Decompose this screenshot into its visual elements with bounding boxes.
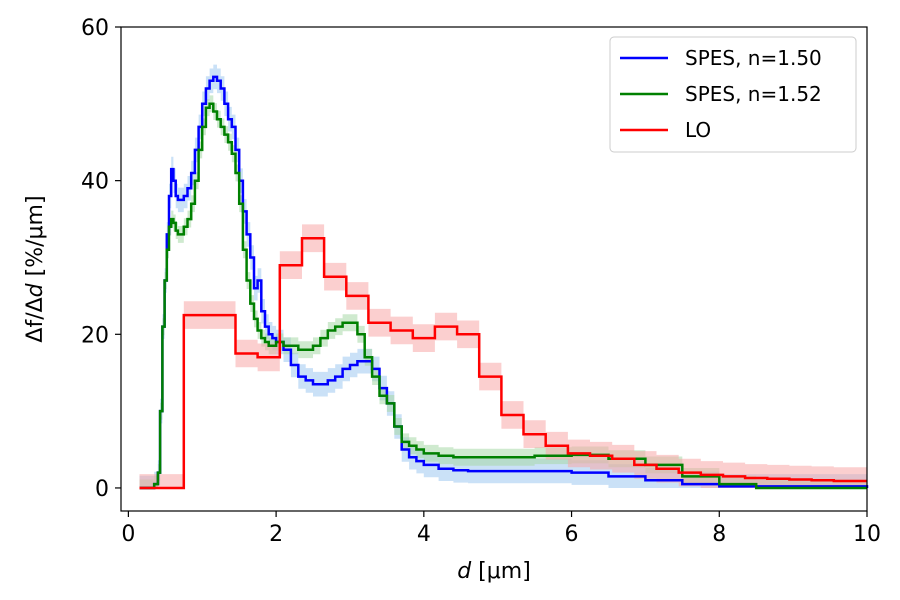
- y-axis-label-symbol: d: [23, 282, 48, 297]
- x-tick-label: 2: [269, 522, 283, 547]
- legend-label-spes-150: SPES, n=1.50: [685, 46, 822, 70]
- series-line-2: [139, 237, 867, 490]
- y-tick-label: 60: [81, 16, 109, 41]
- x-axis-ticks: 0 2 4 6 8 10: [121, 511, 881, 547]
- y-tick-label: 20: [81, 323, 109, 348]
- x-tick-label: 10: [853, 522, 881, 547]
- legend-label-spes-152: SPES, n=1.52: [685, 82, 822, 106]
- y-axis-ticks: 0 20 40 60: [81, 16, 121, 502]
- y-tick-label: 0: [95, 477, 109, 502]
- x-axis-label-unit: [μm]: [471, 559, 531, 584]
- series-line-0: [139, 75, 869, 490]
- x-tick-label: 0: [121, 522, 135, 547]
- series-band-0: [139, 64, 867, 488]
- y-axis-label-unit: [%/μm]: [23, 195, 48, 283]
- y-tick-label: 40: [81, 170, 109, 195]
- x-axis-label: d [μm]: [457, 559, 531, 584]
- series-lines: [139, 75, 869, 490]
- legend-label-lo: LO: [685, 118, 711, 142]
- y-axis-label-prefix: Δf/Δ: [23, 297, 48, 342]
- series-line-1: [139, 102, 867, 490]
- x-tick-label: 6: [565, 522, 579, 547]
- y-axis-label: Δf/Δd [%/μm]: [23, 195, 48, 342]
- error-bands: [139, 64, 867, 489]
- legend: SPES, n=1.50 SPES, n=1.52 LO: [609, 36, 857, 153]
- plot-frame: [120, 26, 868, 512]
- legend-box: [609, 36, 857, 153]
- x-axis-label-symbol: d: [457, 559, 472, 584]
- x-tick-label: 4: [417, 522, 431, 547]
- x-tick-label: 8: [712, 522, 726, 547]
